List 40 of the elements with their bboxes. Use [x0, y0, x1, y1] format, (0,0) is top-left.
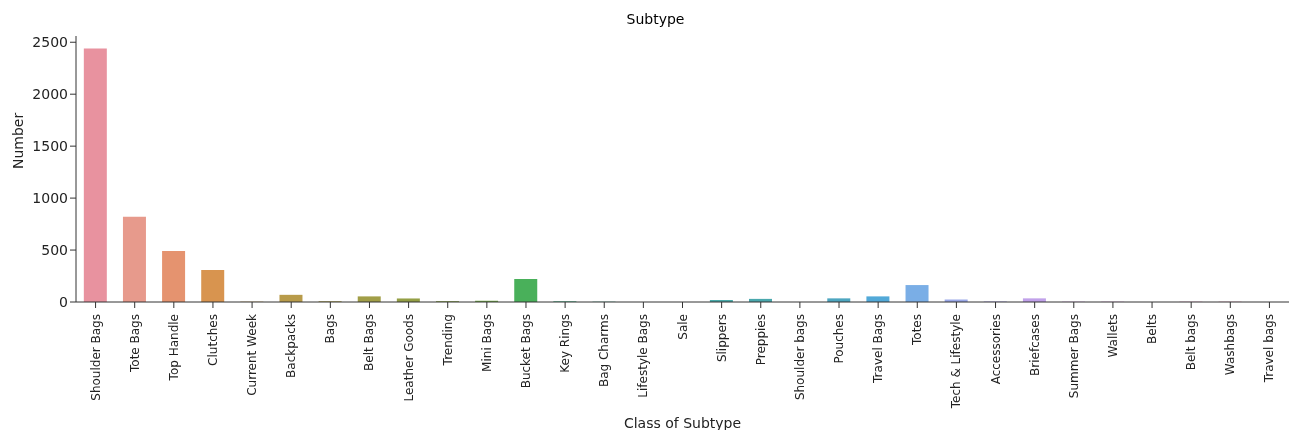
x-tick-label: Bag Charms — [597, 314, 612, 388]
x-tick-label: Summer Bags — [1066, 314, 1081, 399]
x-tick-label: Slippers — [714, 314, 729, 363]
x-tick-label: Shoulder bags — [792, 314, 807, 401]
y-tick-label: 2500 — [32, 34, 68, 51]
x-tick-label: Clutches — [205, 314, 220, 366]
y-tick-label: 1000 — [32, 190, 68, 207]
x-tick-label: Mini Bags — [479, 314, 494, 372]
x-tick-label: Preppies — [753, 314, 768, 366]
y-tick-label: 500 — [41, 242, 68, 259]
x-tick-label: Key Rings — [558, 314, 573, 373]
x-tick-label: Sale — [675, 314, 690, 340]
x-tick-label: Washbags — [1223, 314, 1238, 376]
x-tick-label: Shoulder Bags — [88, 314, 103, 401]
y-tick-label: 0 — [59, 293, 68, 310]
x-tick-label: Belts — [1145, 314, 1160, 344]
x-axis-title: Class of Subtype — [623, 415, 742, 431]
chart-title: Subtype — [625, 10, 686, 29]
x-tick-label: Accessories — [988, 314, 1003, 385]
x-tick-label: Current Week — [245, 313, 260, 396]
x-tick-label: Backpacks — [284, 314, 299, 378]
x-tick-label: Trending — [440, 314, 455, 367]
x-tick-label: Tech & Lifestyle — [949, 314, 964, 410]
y-tick-label: 2000 — [32, 86, 68, 103]
x-tick-label: Belt Bags — [362, 314, 377, 371]
x-tick-label: Belt bags — [1184, 314, 1199, 371]
x-tick-label: Bags — [323, 314, 338, 344]
y-tick-label: 1500 — [32, 138, 68, 155]
y-axis-title: Number — [9, 112, 26, 169]
x-tick-label: Leather Goods — [401, 314, 416, 402]
x-tick-label: Tote Bags — [127, 314, 142, 373]
x-tick-label: Wallets — [1105, 314, 1120, 358]
x-tick-label: Top Handle — [166, 314, 181, 382]
x-tick-label: Pouches — [832, 314, 847, 364]
x-tick-label: Travel Bags — [871, 314, 886, 384]
x-tick-label: Totes — [910, 314, 925, 346]
x-tick-label: Bucket Bags — [518, 314, 533, 389]
x-tick-label: Travel bags — [1262, 314, 1277, 384]
x-tick-label: Briefcases — [1027, 314, 1042, 376]
x-tick-label: Lifestyle Bags — [636, 314, 651, 398]
